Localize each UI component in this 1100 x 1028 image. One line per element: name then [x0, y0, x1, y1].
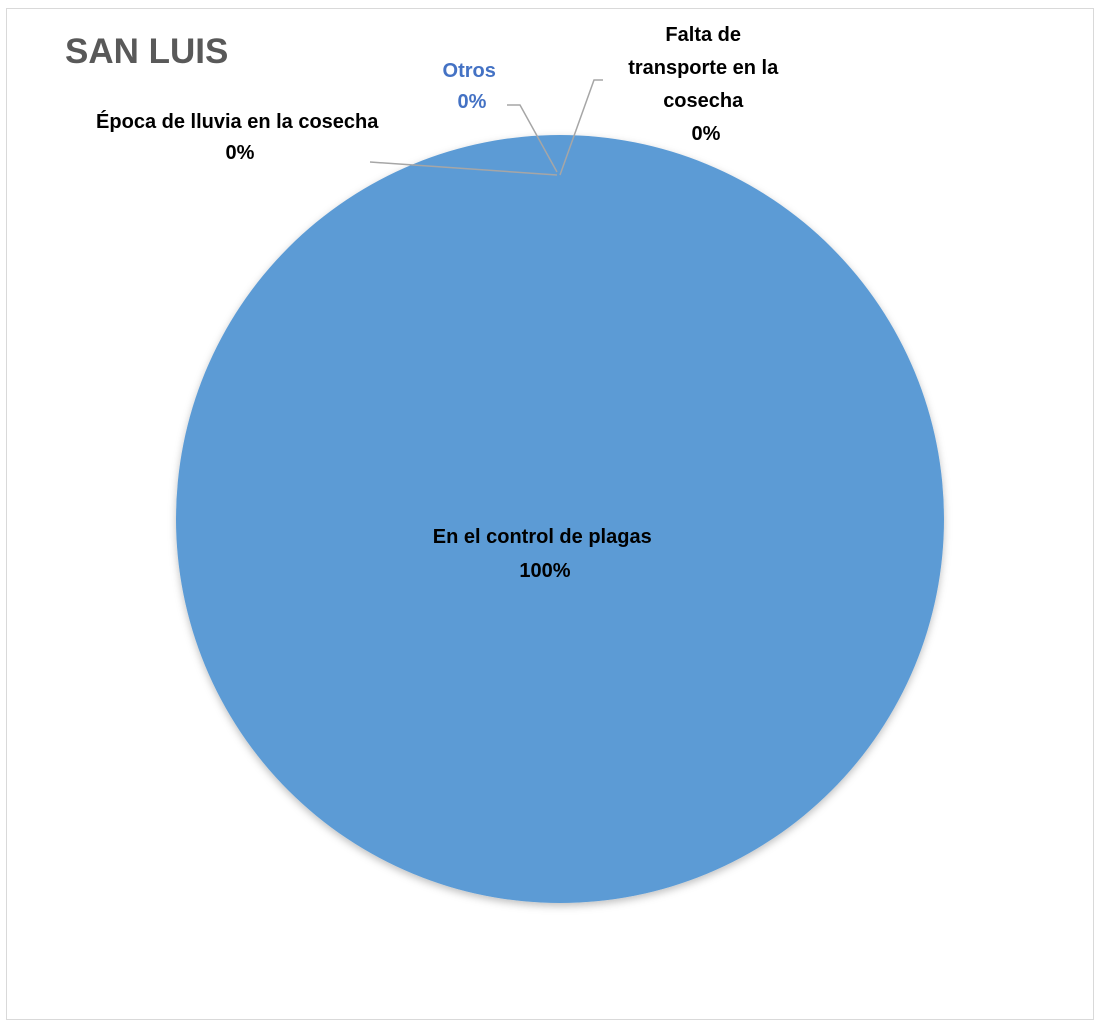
chart-title: SAN LUIS	[65, 32, 229, 71]
data-label-category: Otros	[443, 60, 496, 82]
data-label-value: 0%	[692, 123, 721, 145]
data-label-value: 0%	[458, 91, 487, 113]
data-label-otros: Otros 0%	[443, 60, 502, 113]
data-label-category: Falta de	[665, 24, 741, 46]
data-label-category: Época de lluvia en la cosecha	[96, 110, 379, 133]
leader-line-otros	[507, 104, 558, 173]
data-label-category: En el control de plagas	[433, 526, 652, 548]
data-label-en-el-control-de-plagas: En el control de plagas 100%	[433, 526, 658, 582]
data-label-falta-de-transporte: Falta de transporte en la cosecha 0%	[628, 24, 784, 145]
leader-line-epoca-de-lluvia	[369, 161, 558, 176]
data-label-epoca-de-lluvia: Época de lluvia en la cosecha 0%	[96, 110, 384, 164]
data-label-category: transporte en la	[628, 57, 779, 79]
pie-slice-en-el-control-de-plagas	[176, 135, 944, 903]
leader-line-falta-de-transporte	[559, 79, 603, 176]
data-label-value: 100%	[519, 560, 570, 582]
data-label-category: cosecha	[663, 90, 744, 112]
data-label-value: 0%	[226, 142, 255, 164]
